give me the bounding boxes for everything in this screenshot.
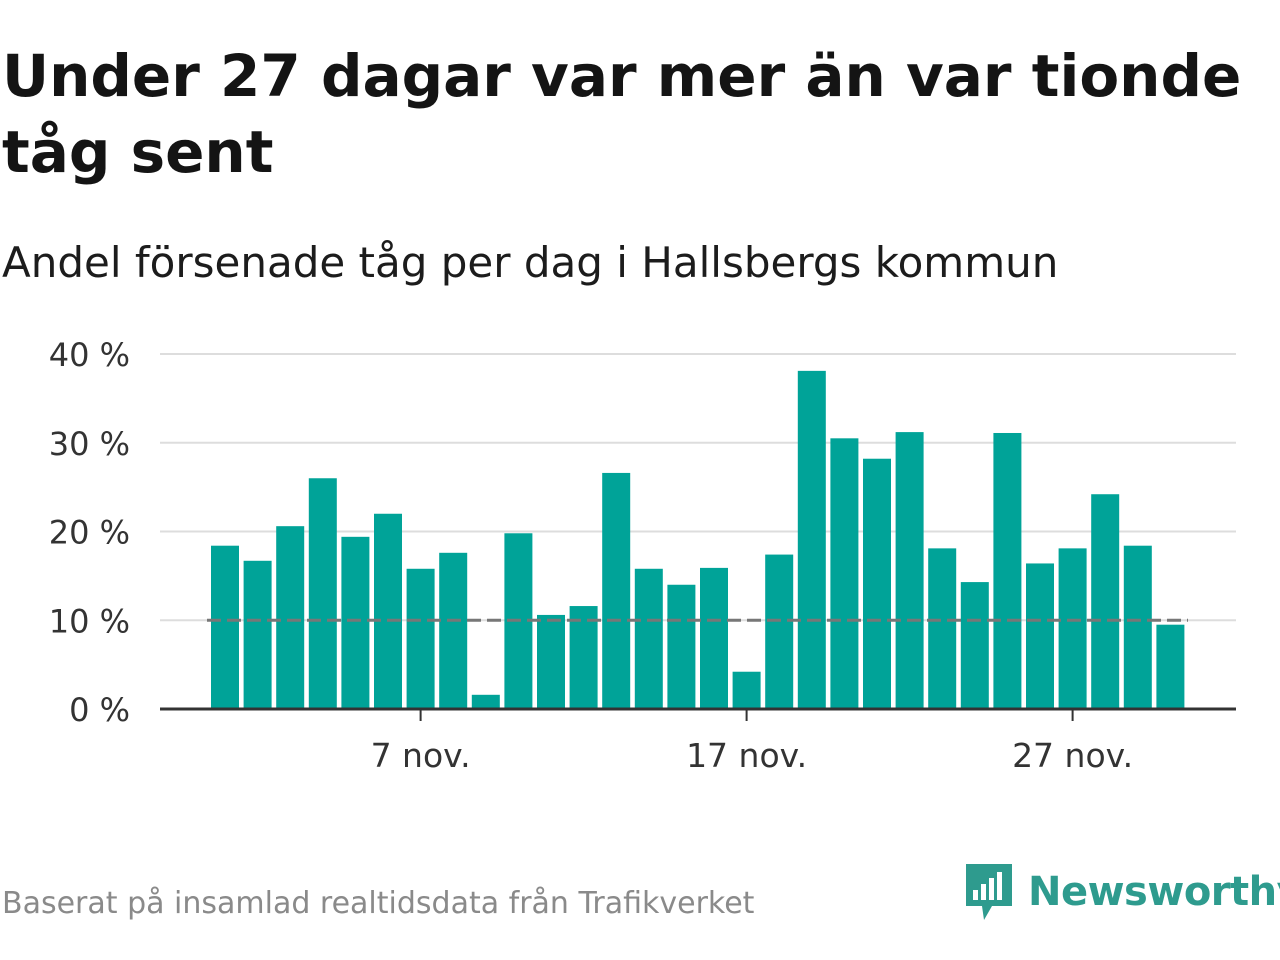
brand-name: Newsworthy <box>1028 869 1280 915</box>
bar <box>1156 624 1185 709</box>
y-tick-label: 0 % <box>69 691 130 729</box>
bar <box>341 536 370 709</box>
y-axis-labels: 0 % 10 % 20 % 30 % 40 % <box>49 336 130 729</box>
bar <box>863 458 891 709</box>
bar <box>1091 494 1120 709</box>
bar <box>1026 563 1054 709</box>
bar <box>993 432 1022 709</box>
bar <box>439 552 468 709</box>
y-tick-label: 10 % <box>49 602 130 640</box>
y-tick-label: 40 % <box>49 336 130 374</box>
bar-chart: 0 % 10 % 20 % 30 % 40 % 7 nov. 17 nov. 27 nov. <box>49 336 1236 775</box>
chart-subtitle: Andel försenade tåg per dag i Hallsbergs… <box>2 238 1059 287</box>
bar <box>1123 545 1152 709</box>
bar <box>308 478 337 709</box>
chart-title: Under 27 dagar var mer än var tionde tåg… <box>2 42 1242 186</box>
x-axis: 7 nov. 17 nov. 27 nov. <box>160 707 1236 775</box>
source-note: Baserat på insamlad realtidsdata från Tr… <box>2 886 755 921</box>
x-tick-label: 17 nov. <box>686 736 807 775</box>
bars <box>211 370 1185 709</box>
bar <box>830 438 859 709</box>
bar <box>569 606 598 709</box>
bar <box>471 694 500 709</box>
bar <box>537 614 565 709</box>
y-tick-label: 20 % <box>49 514 130 552</box>
bar <box>276 526 305 709</box>
y-tick-label: 30 % <box>49 425 130 463</box>
bar <box>960 582 989 709</box>
bar <box>797 370 826 709</box>
newsworthy-brand[interactable]: Newsworthy <box>964 862 1280 922</box>
bar <box>667 584 696 709</box>
bar <box>765 554 794 709</box>
x-tick-label: 27 nov. <box>1012 736 1133 775</box>
bar <box>1058 548 1087 709</box>
x-tick-label: 7 nov. <box>371 736 471 775</box>
bar <box>374 513 402 709</box>
bar <box>211 545 239 709</box>
bar <box>243 560 272 709</box>
newsworthy-logo-icon <box>966 864 1012 920</box>
bar <box>732 671 761 709</box>
bar <box>406 568 435 709</box>
bar <box>895 432 924 709</box>
bar <box>602 472 631 709</box>
bar <box>700 567 728 709</box>
bar <box>634 568 663 709</box>
bar <box>928 548 957 709</box>
